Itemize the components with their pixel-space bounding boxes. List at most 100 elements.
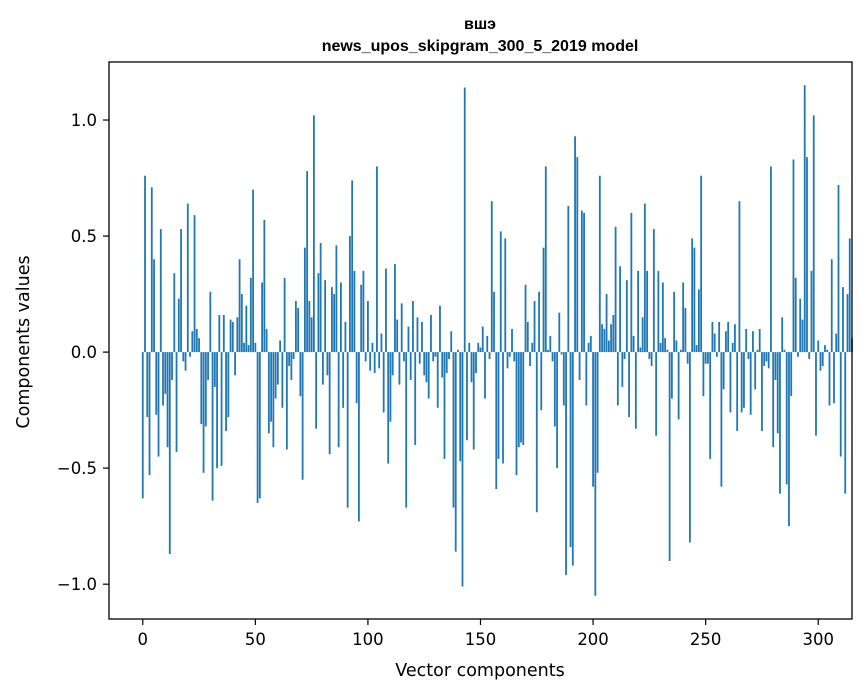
bar bbox=[389, 352, 392, 422]
bar bbox=[272, 352, 275, 448]
bar bbox=[333, 294, 336, 353]
bar bbox=[722, 352, 725, 390]
bar bbox=[736, 352, 739, 432]
bar bbox=[315, 352, 318, 429]
bar bbox=[632, 335, 635, 353]
bar bbox=[756, 349, 759, 353]
bar bbox=[324, 280, 327, 353]
bar bbox=[515, 352, 518, 476]
bar bbox=[679, 349, 682, 353]
bar bbox=[177, 298, 180, 353]
bar bbox=[362, 270, 365, 353]
bar bbox=[432, 352, 435, 362]
bar bbox=[252, 189, 254, 353]
bar bbox=[299, 352, 302, 397]
bar bbox=[666, 349, 669, 353]
bar bbox=[574, 136, 576, 353]
bar bbox=[186, 203, 189, 353]
bar bbox=[443, 352, 446, 459]
bar bbox=[481, 326, 484, 353]
bar bbox=[180, 229, 182, 353]
bar bbox=[607, 340, 610, 353]
bar bbox=[797, 352, 799, 357]
bar bbox=[141, 352, 144, 499]
y-tick-label: 1.0 bbox=[71, 111, 97, 130]
bar bbox=[342, 352, 345, 408]
bar bbox=[425, 352, 428, 383]
bar bbox=[321, 352, 324, 385]
bar bbox=[709, 352, 712, 459]
bar bbox=[664, 338, 667, 353]
bar bbox=[826, 349, 829, 353]
x-tick-label: 0 bbox=[138, 630, 149, 649]
bar bbox=[779, 352, 781, 494]
bar bbox=[349, 236, 351, 353]
bar bbox=[628, 352, 630, 418]
bar bbox=[835, 333, 838, 353]
bar bbox=[688, 352, 691, 543]
bar bbox=[776, 352, 779, 434]
bar bbox=[812, 115, 815, 353]
bar bbox=[439, 305, 441, 353]
bar bbox=[168, 352, 171, 555]
bar bbox=[499, 231, 502, 353]
bar bbox=[364, 352, 367, 362]
bar bbox=[603, 328, 606, 353]
bar bbox=[317, 273, 320, 353]
bar bbox=[646, 270, 649, 353]
bar bbox=[544, 166, 547, 353]
x-tick-label: 150 bbox=[465, 630, 497, 649]
bar bbox=[479, 347, 482, 353]
bar bbox=[351, 180, 354, 353]
bar bbox=[193, 215, 196, 353]
bar bbox=[842, 287, 844, 353]
bar bbox=[576, 157, 579, 353]
bar bbox=[752, 331, 754, 353]
bar bbox=[407, 326, 410, 353]
bar bbox=[369, 352, 372, 371]
bar bbox=[288, 352, 291, 367]
bar bbox=[637, 270, 640, 353]
bar bbox=[243, 342, 245, 353]
bar bbox=[682, 282, 685, 353]
bar bbox=[403, 352, 405, 362]
bar bbox=[794, 277, 797, 353]
bar bbox=[614, 226, 617, 353]
bar bbox=[772, 352, 775, 448]
bar bbox=[567, 205, 570, 353]
bar bbox=[781, 317, 784, 353]
bar bbox=[261, 282, 263, 353]
y-tick-label: −0.5 bbox=[57, 459, 97, 478]
bar bbox=[294, 301, 297, 353]
bar bbox=[830, 259, 833, 353]
bar bbox=[231, 321, 234, 353]
bar bbox=[378, 352, 381, 369]
bar bbox=[828, 352, 831, 406]
bar bbox=[749, 352, 752, 415]
bar bbox=[373, 352, 376, 373]
bar bbox=[409, 352, 412, 380]
bar bbox=[173, 273, 176, 353]
bar bbox=[810, 270, 813, 353]
bar bbox=[702, 352, 705, 397]
bar bbox=[276, 352, 279, 385]
bar bbox=[380, 333, 383, 353]
bar bbox=[792, 159, 795, 353]
x-tick-label: 50 bbox=[245, 630, 266, 649]
bar bbox=[725, 331, 727, 353]
bar bbox=[806, 157, 808, 353]
bar bbox=[652, 229, 655, 353]
bar bbox=[247, 345, 250, 353]
bar bbox=[355, 352, 358, 404]
bars-group bbox=[141, 85, 853, 596]
bar bbox=[344, 321, 347, 353]
bar bbox=[171, 352, 173, 380]
bar bbox=[542, 247, 545, 353]
bar bbox=[675, 340, 678, 353]
bar bbox=[731, 342, 734, 353]
bar bbox=[198, 338, 200, 353]
bar bbox=[788, 352, 790, 527]
bar bbox=[222, 314, 225, 353]
bar bbox=[630, 212, 633, 353]
bar bbox=[445, 352, 448, 373]
